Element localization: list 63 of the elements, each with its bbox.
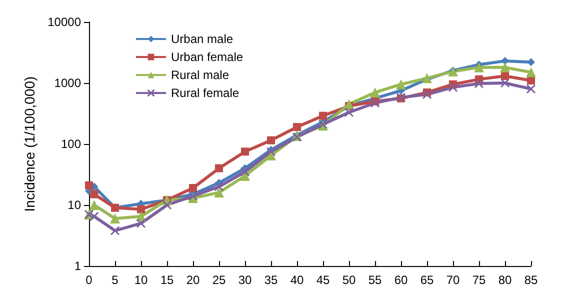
x-tick-label: 25 bbox=[212, 273, 226, 287]
x-tick-label: 5 bbox=[112, 273, 119, 287]
point bbox=[89, 212, 99, 222]
x-tick-label: 70 bbox=[446, 273, 460, 287]
point bbox=[188, 191, 198, 201]
point bbox=[293, 122, 301, 131]
point bbox=[137, 205, 145, 214]
point bbox=[370, 98, 380, 108]
y-tick-label: 10000 bbox=[48, 15, 82, 29]
x-tick-label: 80 bbox=[498, 273, 512, 287]
x-tick-label: 60 bbox=[394, 273, 408, 287]
point bbox=[474, 62, 484, 72]
x-tick-label: 0 bbox=[86, 273, 93, 287]
point bbox=[162, 200, 172, 210]
point bbox=[474, 78, 484, 88]
point bbox=[526, 84, 536, 94]
point bbox=[215, 164, 223, 172]
point bbox=[214, 188, 224, 198]
point bbox=[344, 108, 354, 118]
x-tick-label: 30 bbox=[238, 273, 252, 287]
x-tick-label: 65 bbox=[420, 273, 434, 287]
point bbox=[189, 184, 197, 192]
x-tick-label: 75 bbox=[472, 273, 486, 287]
point bbox=[110, 214, 120, 224]
point bbox=[370, 87, 380, 98]
x-tick-label: 45 bbox=[316, 273, 330, 287]
point bbox=[344, 99, 354, 110]
legend-label: Rural female bbox=[171, 86, 240, 100]
x-tick-label: 20 bbox=[186, 273, 200, 287]
point bbox=[89, 200, 100, 210]
point bbox=[500, 62, 510, 72]
point bbox=[500, 78, 510, 88]
x-tick-label: 10 bbox=[134, 273, 148, 287]
point bbox=[136, 218, 146, 228]
point bbox=[501, 56, 509, 65]
point bbox=[240, 167, 250, 177]
point bbox=[214, 182, 224, 192]
x-tick-label: 85 bbox=[524, 273, 538, 287]
point bbox=[319, 112, 327, 120]
y-axis-title: Incidence (1/100,000) bbox=[22, 76, 38, 212]
legend-label: Rural male bbox=[171, 68, 230, 82]
x-tick-label: 50 bbox=[342, 273, 356, 287]
point bbox=[241, 148, 249, 156]
point bbox=[526, 67, 536, 78]
y-tick-label: 1000 bbox=[54, 76, 82, 90]
point bbox=[267, 136, 275, 144]
x-tick-label: 40 bbox=[290, 273, 304, 287]
point bbox=[422, 90, 432, 100]
x-tick-label: 15 bbox=[160, 273, 174, 287]
point bbox=[90, 190, 98, 198]
legend-label: Urban female bbox=[171, 50, 244, 64]
point bbox=[396, 79, 406, 90]
point bbox=[527, 58, 535, 66]
y-tick-label: 1 bbox=[74, 259, 82, 273]
x-tick-label: 35 bbox=[264, 273, 278, 287]
point bbox=[110, 226, 120, 236]
x-tick-label: 55 bbox=[368, 273, 382, 287]
y-tick-label: 10 bbox=[68, 198, 82, 212]
legend-label: Urban male bbox=[171, 32, 234, 46]
point bbox=[266, 146, 276, 156]
y-tick-label: 100 bbox=[60, 137, 82, 151]
point bbox=[85, 181, 93, 190]
point bbox=[448, 82, 458, 92]
